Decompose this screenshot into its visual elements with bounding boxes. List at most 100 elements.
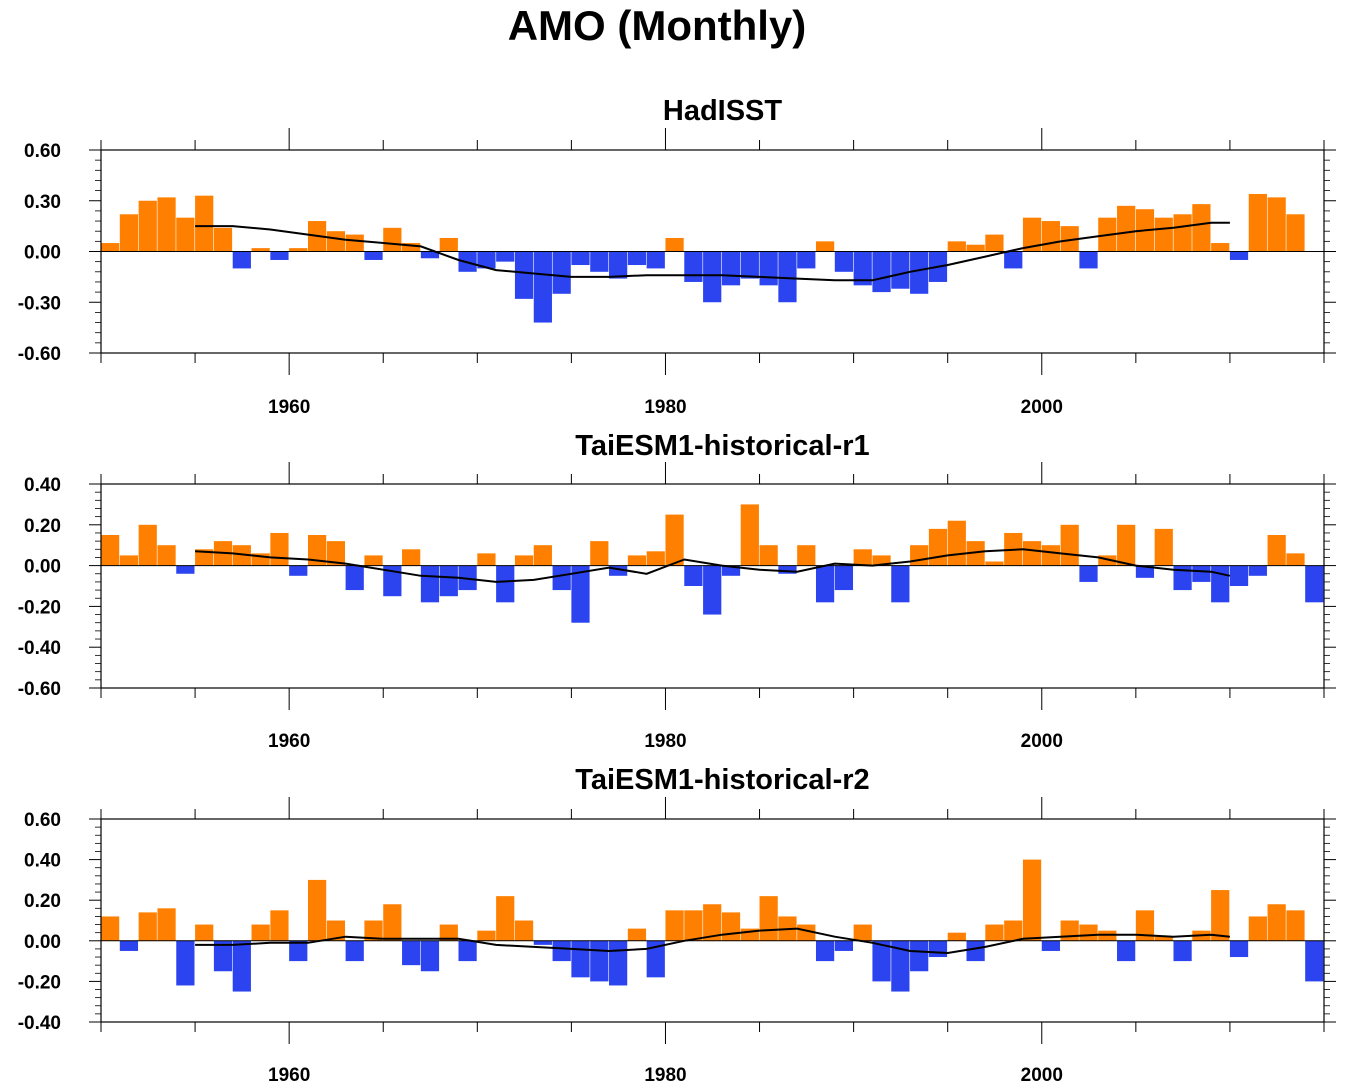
panel-2-bar — [1117, 524, 1136, 566]
panel-3-bar — [1154, 936, 1173, 941]
panel-2-bar — [1154, 528, 1173, 566]
panel-2-bar — [101, 535, 120, 566]
panel-2-bar — [665, 514, 684, 566]
panel-3-ytick-label: 0.20 — [24, 891, 61, 912]
panel-3-bar — [420, 940, 440, 972]
panel-2-bar — [1248, 565, 1267, 576]
panel-3-bar — [1041, 940, 1060, 951]
panel-2-bar — [195, 549, 214, 566]
panel-3-bar — [985, 924, 1004, 941]
panel-2-bar — [176, 565, 195, 574]
panel-2-bar — [1267, 535, 1286, 566]
panel-1-bar — [721, 251, 741, 286]
panel-2-bar — [289, 565, 308, 576]
panel-2-ytick-label: 0.00 — [24, 557, 61, 578]
panel-2-bar — [420, 565, 440, 603]
panel-2-bar — [684, 565, 703, 586]
panel-1-bar — [270, 251, 289, 260]
panel-3-bar — [665, 910, 684, 941]
panel-2-bar — [383, 565, 402, 597]
panel-1-bar — [571, 251, 590, 266]
panel-2-bar — [232, 545, 251, 566]
panel-1-bar — [157, 197, 176, 252]
panel-2-bar — [439, 565, 458, 597]
panel-1-bar — [985, 234, 1004, 252]
panel-2-bar — [326, 541, 345, 566]
panel-3-bar — [1305, 940, 1324, 982]
panel-1-bar — [872, 251, 891, 293]
panel-2-ytick-label: 0.40 — [24, 475, 61, 496]
panel-2-bar — [853, 549, 872, 566]
main-title: AMO (Monthly) — [507, 2, 807, 49]
panel-1-bar — [834, 251, 854, 272]
panel-3-bar — [270, 910, 289, 941]
panel-1-bar — [891, 251, 910, 289]
panel-3-bar — [1248, 916, 1267, 941]
panel-3-bar — [1004, 920, 1023, 941]
panel-1-bar — [345, 234, 364, 252]
panel-1-bar — [195, 195, 214, 252]
panel-3-xtick-label: 1980 — [644, 1065, 686, 1086]
panel-3-bar — [383, 904, 402, 941]
panel-1-bar — [1211, 243, 1230, 252]
panel-1-bar — [289, 248, 308, 252]
panel-1-bar — [251, 248, 270, 252]
panel-1-ytick-label: 0.00 — [24, 243, 61, 264]
panel-1-bar — [815, 241, 835, 252]
panel-3-bar — [571, 940, 590, 978]
panel-2-bar — [1229, 565, 1249, 586]
panel-1-bar — [383, 227, 402, 252]
panel-2-bar — [402, 549, 421, 566]
panel-2-ytick-label: 0.20 — [24, 516, 61, 537]
panel-2-xtick-label: 2000 — [1021, 731, 1063, 752]
panel-1-bar — [402, 243, 421, 252]
panel-3-bar — [721, 912, 741, 941]
panel-2-bar — [1173, 565, 1192, 591]
panel-1-bar — [232, 251, 251, 269]
panel-2-bar — [1211, 565, 1230, 603]
panel-2-bar — [778, 565, 797, 574]
panel-3-bar — [1286, 910, 1305, 941]
panel-1-bar — [590, 251, 609, 272]
panel-2-bar — [1060, 524, 1079, 566]
panel-2-ytick-label: -0.40 — [18, 638, 61, 659]
panel-2-bar — [157, 545, 176, 566]
panel-1-bar — [759, 251, 778, 286]
panel-2-xtick-label: 1960 — [268, 731, 310, 752]
panel-3-bar — [1173, 940, 1192, 962]
panel-3-frame — [100, 818, 1325, 1023]
panel-3-bar — [684, 910, 703, 941]
panel-1-bar — [1022, 217, 1042, 252]
panel-3-ytick-label: 0.60 — [24, 810, 61, 831]
panel-3-bar — [815, 940, 835, 962]
panel-2-bar — [345, 565, 364, 591]
panel-1-bar — [1229, 251, 1249, 260]
panel-2-bar — [891, 565, 910, 603]
panel-2-bar — [1079, 565, 1098, 582]
panel-3-bar — [458, 940, 477, 962]
panel-2-bar — [496, 565, 515, 603]
panel-1-bar — [966, 244, 985, 252]
panel-2-ytick-label: -0.60 — [18, 679, 61, 700]
panel-1-bar — [910, 251, 929, 294]
panel-1-bar — [101, 243, 120, 252]
panel-3-bar — [891, 940, 910, 992]
panel-3-bar — [872, 940, 891, 982]
panel-3-title: TaiESM1-historical-r2 — [575, 764, 869, 796]
panel-3-ytick-label: -0.40 — [18, 1013, 61, 1034]
panel-3-bar — [853, 924, 872, 941]
panel-1-bar — [740, 251, 759, 279]
panel-2-bar — [514, 555, 534, 566]
panel-1-bar — [176, 217, 195, 252]
panel-1-bar — [1041, 221, 1060, 252]
panel-3-bar — [1022, 859, 1042, 941]
panel-1-bar — [552, 251, 571, 294]
panel-1-bar — [1267, 197, 1286, 252]
panel-3-bar — [157, 908, 176, 941]
panel-1-bar — [627, 251, 647, 266]
panel-3-bar — [627, 928, 647, 941]
panel-1-ytick-label: -0.60 — [18, 344, 61, 365]
panel-3-bar — [402, 940, 421, 966]
panel-1-bar — [1004, 251, 1023, 269]
